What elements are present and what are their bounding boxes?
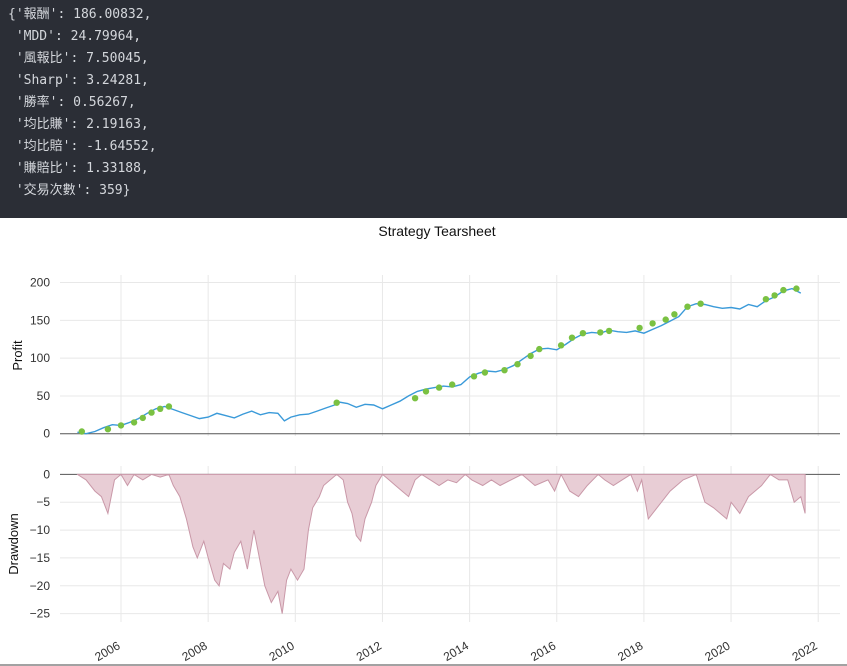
- trade-marker: [422, 388, 430, 395]
- trade-marker: [579, 330, 587, 337]
- trade-marker: [557, 342, 565, 349]
- output-line: '均比賺': 2.19163,: [8, 117, 149, 132]
- y-tick-label: 150: [30, 313, 50, 327]
- output-line: {'報酬': 186.00832,: [8, 7, 152, 22]
- trade-marker: [333, 399, 340, 406]
- trade-marker: [762, 296, 770, 303]
- trade-marker: [568, 334, 576, 341]
- x-tick-label: 2006: [92, 638, 122, 664]
- trade-marker: [139, 414, 146, 422]
- trade-marker: [697, 300, 704, 307]
- trade-marker: [780, 286, 787, 294]
- trade-marker: [597, 329, 604, 336]
- output-line: 'Sharp': 3.24281,: [8, 73, 149, 88]
- y-tick-label: 0: [43, 467, 50, 481]
- trade-marker: [536, 345, 543, 353]
- x-tick-label: 2016: [528, 638, 558, 664]
- trade-marker: [684, 303, 691, 310]
- y-axis-label: Drawdown: [6, 513, 21, 574]
- trade-marker: [157, 405, 164, 412]
- trade-marker: [117, 422, 125, 429]
- trade-marker: [78, 428, 86, 435]
- y-tick-label: 200: [30, 276, 50, 290]
- y-tick-label: −25: [30, 607, 51, 621]
- x-tick-label: 2018: [615, 638, 645, 664]
- trade-marker: [649, 320, 656, 327]
- output-line: 'MDD': 24.79964,: [8, 29, 142, 44]
- trade-marker: [662, 316, 669, 323]
- trade-marker: [411, 395, 419, 402]
- y-axis-label: Profit: [10, 340, 25, 371]
- trade-marker: [605, 327, 613, 335]
- drawdown-area: [76, 473, 806, 614]
- output-line: '均比賠': -1.64552,: [8, 139, 157, 154]
- x-tick-label: 2012: [354, 638, 384, 664]
- tearsheet-figure: Strategy Tearsheet 0 50 100 150 200 Profit 0 −…: [0, 218, 847, 666]
- trade-marker: [148, 409, 155, 416]
- x-axis: 2006 2008 2010 2012 2014 2016 2018 2020 2022: [0, 638, 847, 666]
- trade-marker: [481, 369, 489, 376]
- x-tick-label: 2020: [702, 638, 732, 664]
- x-tick-label: 2014: [441, 638, 471, 664]
- tearsheet-chart: Strategy Tearsheet 0 50 100 150 200 Profit 0 −…: [0, 223, 847, 666]
- y-tick-label: −10: [30, 523, 51, 537]
- output-line: '勝率': 0.56267,: [8, 95, 136, 110]
- y-tick-label: −15: [30, 551, 51, 565]
- y-tick-label: −5: [36, 495, 50, 509]
- drawdown-panel: 0 −5 −10 −15 −20 −25 Drawdown: [6, 466, 840, 622]
- trade-marker: [514, 361, 521, 368]
- trade-marker: [501, 367, 508, 374]
- y-tick-label: −20: [30, 579, 51, 593]
- y-tick-label: 100: [30, 351, 50, 365]
- y-tick-label: 50: [37, 389, 51, 403]
- x-tick-label: 2022: [790, 638, 820, 664]
- output-line: '風報比': 7.50045,: [8, 51, 149, 66]
- trade-marker: [527, 352, 534, 360]
- y-tick-label: 0: [43, 427, 50, 441]
- trade-marker: [771, 292, 778, 299]
- trade-marker: [470, 373, 478, 380]
- trade-marker: [165, 403, 173, 410]
- trade-marker: [449, 381, 456, 388]
- output-line: '賺賠比': 1.33188,: [8, 161, 149, 176]
- chart-title: Strategy Tearsheet: [378, 223, 495, 239]
- x-tick-label: 2010: [267, 638, 297, 664]
- cell-output: {'報酬': 186.00832, 'MDD': 24.79964, '風報比'…: [0, 0, 847, 218]
- trade-marker: [636, 324, 643, 332]
- trade-marker: [793, 285, 800, 292]
- profit-panel: 0 50 100 150 200 Profit: [10, 275, 840, 441]
- profit-line: [77, 287, 802, 435]
- trade-marker: [671, 311, 678, 318]
- trade-marker: [130, 419, 138, 426]
- output-line: '交易次數': 359}: [8, 183, 131, 198]
- trade-marker: [435, 384, 443, 391]
- x-tick-label: 2008: [180, 638, 210, 664]
- trade-marker: [104, 426, 112, 433]
